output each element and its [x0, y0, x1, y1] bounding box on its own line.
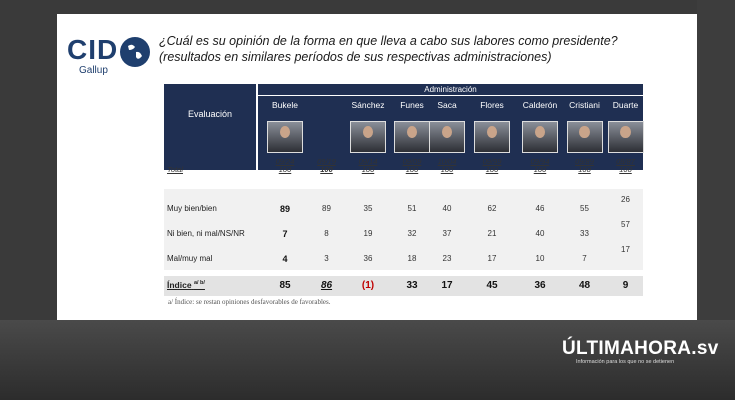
indice-band [164, 276, 643, 296]
total-value: 100 [278, 165, 292, 174]
table-cell: 36 [363, 254, 373, 263]
table-cell: 17 [487, 254, 497, 263]
survey-date: 09/09 [402, 157, 422, 166]
survey-date: 09/19 [317, 157, 336, 166]
cid-gallup-logo: CID Gallup [67, 34, 152, 76]
president-name: Duarte [612, 100, 639, 110]
evaluacion-label: Evaluación [187, 109, 233, 119]
total-value: 100 [440, 165, 454, 174]
table-cell: 40 [535, 229, 545, 238]
total-value: 100 [578, 165, 591, 174]
president-name: Flores [480, 100, 504, 110]
indice-value: 85 [279, 280, 291, 291]
total-value: 100 [361, 165, 375, 174]
indice-value: (1) [361, 280, 375, 291]
administracion-label: Administración [424, 85, 477, 94]
president-photo [394, 121, 430, 153]
indice-value: 86 [320, 280, 333, 291]
evaluation-label: Muy bien/bien [167, 204, 217, 213]
survey-date: 09/14 [358, 157, 378, 166]
table-cell: 40 [442, 204, 452, 213]
president-photo [474, 121, 510, 153]
indice-label: Índice a/ b/ [167, 280, 205, 290]
indice-value: 36 [534, 280, 546, 291]
president-photo [566, 121, 603, 153]
table-cell: 4 [282, 254, 288, 264]
survey-question: ¿Cuál es su opinión de la forma en que l… [159, 33, 679, 65]
table-cell: 37 [442, 229, 452, 238]
president-name: Funes [400, 100, 424, 110]
logo-gallup-text: Gallup [79, 65, 108, 76]
indice-value: 45 [486, 280, 498, 291]
logo-cid-text: CID [67, 34, 119, 65]
president-photo [607, 121, 644, 153]
table-cell: 62 [487, 204, 497, 213]
indice-value: 17 [441, 280, 453, 291]
table-cell: 21 [487, 229, 497, 238]
table-cell: 23 [442, 254, 452, 263]
table-cell: 3 [324, 254, 329, 263]
survey-date: 09/94 [530, 157, 550, 166]
table-cell: 8 [324, 229, 329, 238]
table-cell: 46 [535, 204, 545, 213]
table-cell: 18 [407, 254, 417, 263]
president-name: Calderón [522, 100, 558, 110]
table-cell: 55 [580, 204, 589, 213]
evaluation-label: Ni bien, ni mal/NS/NR [167, 229, 245, 238]
row-band [164, 189, 643, 270]
evaluacion-header: Evaluación [164, 84, 256, 170]
administracion-header: Administración [258, 84, 643, 95]
table-cell: 32 [407, 229, 417, 238]
table-cell: 33 [580, 229, 589, 238]
total-value: 100 [619, 165, 632, 174]
ultimahora-logo: ÚLTIMAHORA.sv [562, 338, 719, 359]
survey-date: 09/89 [575, 157, 594, 166]
total-value: 100 [320, 165, 333, 174]
president-photo [522, 121, 558, 153]
ultimahora-tagline: Información para los que no se detienen [576, 359, 675, 365]
table-cell: 89 [322, 204, 331, 213]
president-photo [429, 121, 465, 153]
total-value: 100 [533, 165, 547, 174]
survey-card: CID Gallup ¿Cuál es su opinión de la for… [57, 14, 697, 320]
indice-value: 9 [622, 280, 629, 291]
background-bottom [0, 320, 735, 400]
indice-value: 33 [406, 280, 418, 291]
president-name: Sánchez [351, 100, 385, 110]
total-value: 100 [485, 165, 499, 174]
table-cell: 17 [621, 245, 630, 254]
question-line-2: (resultados en similares períodos de sus… [159, 50, 552, 64]
table-cell: 26 [621, 195, 630, 204]
total-label: Total [167, 165, 183, 174]
survey-date: 09/24 [275, 157, 295, 166]
table-cell: 7 [282, 229, 288, 239]
indice-value: 48 [578, 280, 591, 291]
table-cell: 7 [582, 254, 587, 263]
president-photo [350, 121, 386, 153]
indice-sup: a/ b/ [193, 280, 205, 287]
president-photo [267, 121, 303, 153]
president-name: Bukele [272, 100, 298, 110]
survey-date: 10/04 [437, 157, 457, 166]
table-cell: 89 [279, 204, 290, 214]
footnote: a/ Índice: se restan opiniones desfavora… [168, 298, 331, 306]
globe-icon [120, 37, 150, 67]
survey-date: 09/99 [482, 157, 502, 166]
president-name: Saca [437, 100, 457, 110]
president-name: Cristiani [569, 100, 600, 110]
evaluation-label: Mal/muy mal [167, 254, 213, 263]
table-cell: 19 [363, 229, 373, 238]
table-cell: 10 [535, 254, 545, 263]
table-cell: 35 [363, 204, 373, 213]
background-right [697, 0, 735, 320]
survey-date: 08/87 [616, 157, 635, 166]
indice-text: Índice [167, 280, 192, 290]
table-cell: 51 [407, 204, 417, 213]
total-value: 100 [405, 165, 419, 174]
question-line-1: ¿Cuál es su opinión de la forma en que l… [159, 34, 618, 48]
table-cell: 57 [621, 220, 630, 229]
